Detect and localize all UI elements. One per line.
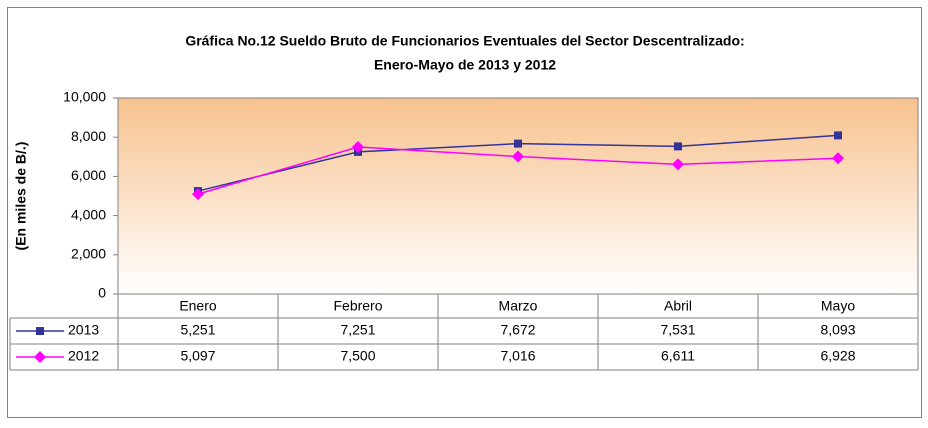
marker <box>834 131 842 140</box>
table-value: 5,251 <box>180 322 215 338</box>
x-tick-label: Mayo <box>821 298 855 314</box>
marker <box>832 152 844 165</box>
table-value: 7,500 <box>340 348 375 364</box>
y-tick-label: 0 <box>98 285 106 301</box>
y-tick-label: 2,000 <box>71 246 106 262</box>
table-value: 7,531 <box>660 322 695 338</box>
marker <box>674 142 682 151</box>
y-tick-label: 6,000 <box>71 167 106 183</box>
marker <box>512 150 524 163</box>
y-tick-label: 8,000 <box>71 128 106 144</box>
marker <box>34 351 46 363</box>
table-value: 7,251 <box>340 322 375 338</box>
table-value: 8,093 <box>820 322 855 338</box>
y-tick-label: 10,000 <box>63 89 106 105</box>
table-value: 7,016 <box>500 348 535 364</box>
y-axis-label: (En miles de B/.) <box>13 142 29 251</box>
marker <box>36 327 44 335</box>
chart-subtitle: Enero-Mayo de 2013 y 2012 <box>374 57 556 73</box>
legend-label: 2012 <box>68 348 99 364</box>
table-value: 6,928 <box>820 348 855 364</box>
marker <box>192 188 204 201</box>
x-tick-label: Marzo <box>499 298 538 314</box>
table-value: 5,097 <box>180 348 215 364</box>
table-value: 7,672 <box>500 322 535 338</box>
marker <box>514 139 522 148</box>
marker <box>352 141 364 153</box>
table-value: 6,611 <box>661 348 695 364</box>
x-tick-label: Febrero <box>333 298 382 314</box>
x-tick-label: Abril <box>664 298 692 314</box>
x-tick-label: Enero <box>179 298 217 314</box>
chart-title: Gráfica No.12 Sueldo Bruto de Funcionari… <box>185 33 744 49</box>
y-tick-label: 4,000 <box>71 206 106 222</box>
marker <box>672 158 684 171</box>
plot-area <box>117 97 919 295</box>
legend-label: 2013 <box>68 322 99 338</box>
